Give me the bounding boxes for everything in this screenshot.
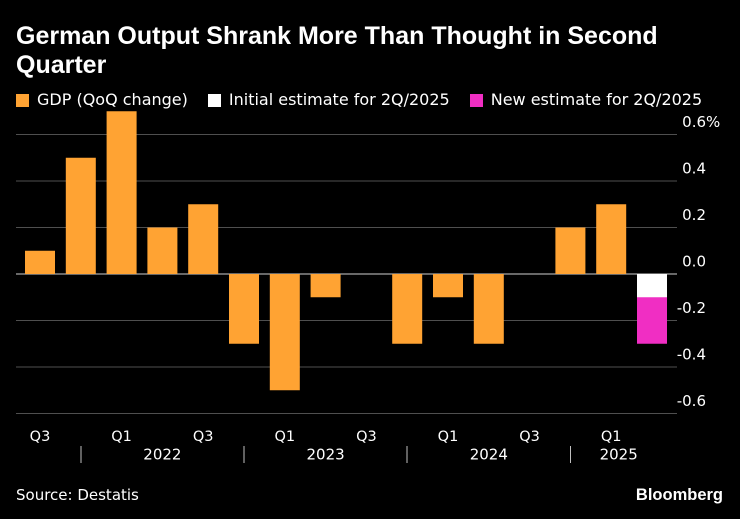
bar-series0-6 [269,274,300,391]
bar-series0-3 [147,227,178,274]
x-tick-label: Q1 [274,429,295,445]
bar-series0-0 [25,250,55,274]
bars [25,111,667,391]
bloomberg-logo: Bloomberg [635,486,723,504]
bar-series0-13 [555,227,586,274]
x-axis: Q3 Q1 Q3 Q1 Q3 Q1 Q3 Q1 2022 2023 2024 2025 [30,429,638,464]
y-tick-label: 0.0 [682,253,706,271]
bar-series1-15 [637,274,667,298]
legend-label-new-estimate: New estimate for 2Q/2025 [490,90,703,109]
legend-label-gdp: GDP (QoQ change) [37,90,188,109]
year-label: 2025 [600,446,638,464]
legend-item-initial-estimate: Initial estimate for 2Q/2025 [207,90,450,110]
bar-series0-9 [392,274,423,344]
legend-item-new-estimate: New estimate for 2Q/2025 [469,90,703,110]
bar-series0-7 [310,274,341,298]
bar-series0-10 [433,274,463,298]
y-tick-label: 0.2 [682,206,706,224]
chart-legend: GDP (QoQ change) Initial estimate for 2Q… [16,90,702,110]
y-tick-label: 0.6% [682,113,720,131]
y-tick-label: -0.6 [677,392,706,410]
x-tick-label: Q1 [601,429,622,445]
x-tick-label: Q3 [193,429,214,445]
year-label: 2024 [470,446,508,464]
bar-series0-4 [188,204,219,274]
y-tick-label: -0.4 [677,346,706,364]
x-tick-label: Q3 [519,429,540,445]
y-tick-label: -0.2 [677,299,706,317]
x-tick-label: Q1 [438,429,459,445]
year-label: 2023 [307,446,345,464]
bar-series0-11 [473,274,504,344]
legend-swatch-initial-estimate [207,93,221,107]
y-tick-label: 0.4 [682,160,706,178]
x-tick-label: Q3 [30,429,51,445]
source-note: Source: Destatis [16,486,139,504]
legend-label-initial-estimate: Initial estimate for 2Q/2025 [228,90,450,109]
legend-swatch-gdp [16,93,29,107]
legend-swatch-new-estimate [469,93,483,107]
bar-series0-5 [229,274,259,344]
bar-series0-2 [106,111,137,274]
x-tick-label: Q3 [356,429,377,445]
y-axis: 0.6% 0.4 0.2 0.0 -0.2 -0.4 -0.6 [677,113,721,410]
year-label: 2022 [143,446,181,464]
legend-item-gdp: GDP (QoQ change) [16,90,188,110]
chart-title: German Output Shrank More Than Thought i… [16,22,658,79]
bar-series0-1 [65,157,96,274]
bar-series0-14 [596,204,627,274]
x-tick-label: Q1 [111,429,132,445]
